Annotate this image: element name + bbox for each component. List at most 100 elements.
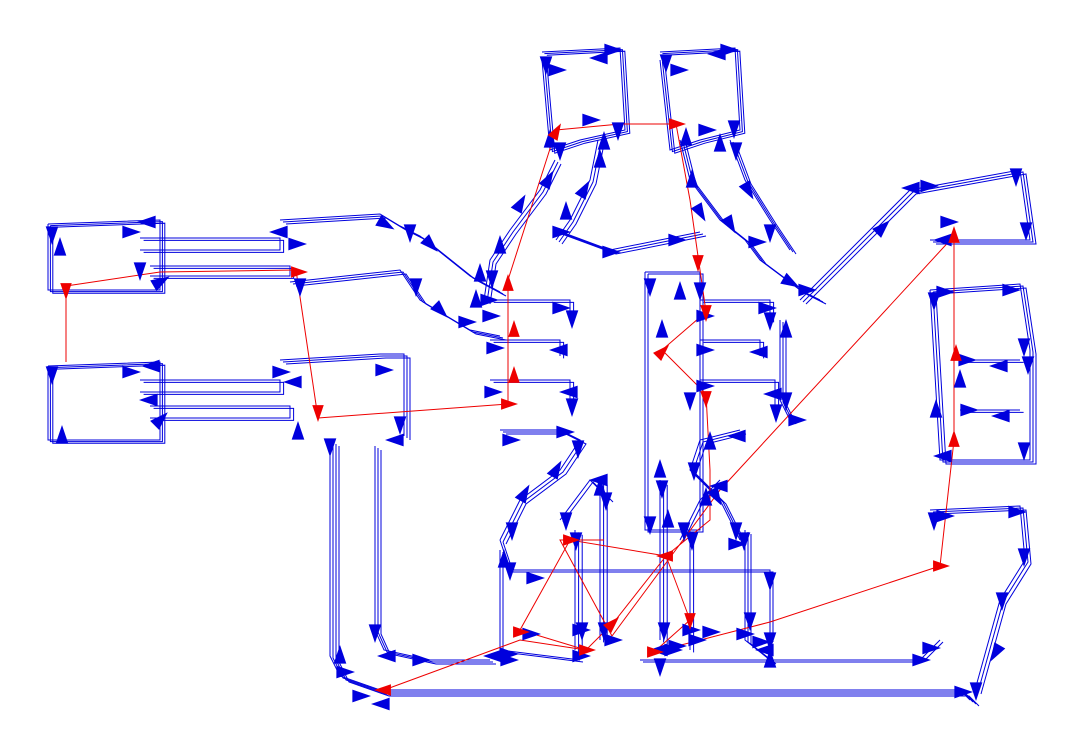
cut-arrow-25 — [291, 421, 305, 440]
cut-arrow-24 — [283, 375, 302, 389]
cut-arrow-140 — [706, 486, 722, 506]
cut-arrow-33 — [371, 697, 390, 711]
cut-arrow-144 — [526, 571, 545, 585]
cut-path-5-0 — [47, 361, 161, 441]
cut-path-30-0 — [779, 320, 791, 421]
travel-path-layer — [65, 123, 955, 691]
cut-path-18-0 — [644, 271, 701, 531]
cut-arrow-145 — [763, 572, 777, 591]
travel-arrow-0 — [60, 283, 72, 300]
cut-arrow-117 — [484, 385, 503, 399]
travel-path-3 — [317, 403, 509, 419]
cut-arrow-113 — [552, 301, 571, 315]
cut-arrow-71 — [729, 142, 743, 161]
cut-path-4-2 — [295, 273, 507, 341]
travel-path-12 — [653, 565, 941, 653]
cut-arrow-12 — [409, 278, 423, 297]
cut-arrow-37 — [483, 649, 502, 663]
cut-arrow-16 — [469, 289, 483, 308]
cut-arrow-109 — [990, 642, 1006, 662]
cut-arrow-173 — [649, 643, 668, 657]
cut-path-31-1 — [502, 431, 584, 543]
cut-path-20-2 — [935, 287, 1037, 465]
cut-arrow-134 — [546, 460, 562, 480]
cut-arrow-178 — [736, 627, 755, 641]
cut-path-17-2 — [561, 233, 707, 255]
cut-arrow-50 — [510, 194, 526, 214]
cut-arrow-98 — [929, 399, 943, 418]
cut-arrow-127 — [769, 404, 783, 423]
cut-arrow-29 — [323, 438, 337, 457]
cut-arrow-34 — [368, 624, 382, 643]
cut-arrow-36 — [412, 653, 431, 667]
cut-arrow-4 — [150, 276, 170, 292]
cut-arrow-45 — [597, 131, 611, 150]
cut-arrow-5 — [133, 262, 147, 281]
cut-arrow-87 — [1009, 168, 1023, 187]
cut-path-5-2 — [52, 364, 166, 444]
travel-arrow-24 — [513, 626, 530, 638]
cut-path-15-2 — [685, 143, 827, 305]
cut-path-10-2 — [380, 450, 496, 665]
cut-arrow-160 — [657, 622, 671, 641]
cut-path-31-0 — [499, 429, 581, 541]
cut-arrow-135 — [514, 484, 530, 504]
cut-path-40-1 — [643, 641, 944, 663]
travel-path-1 — [65, 269, 297, 287]
travel-arrow-23 — [374, 684, 391, 696]
cut-path-0-0 — [47, 219, 161, 291]
cut-arrow-48 — [553, 142, 567, 161]
cut-arrow-180 — [922, 641, 941, 655]
cut-arrow-2 — [122, 225, 141, 239]
travel-arrow-16 — [603, 616, 620, 633]
cut-path-4-1 — [292, 271, 504, 339]
cut-arrow-159 — [661, 509, 675, 528]
cut-arrow-62 — [713, 133, 727, 152]
cut-path-9-3 — [338, 446, 980, 707]
travel-arrow-3 — [501, 398, 518, 410]
cut-arrow-97 — [933, 449, 952, 463]
cut-path-10-0 — [374, 446, 490, 661]
cut-arrow-3 — [137, 215, 156, 229]
cut-arrow-152 — [569, 532, 583, 551]
cut-arrow-28 — [385, 433, 404, 447]
cut-arrow-32 — [352, 689, 371, 703]
cut-arrow-139 — [687, 462, 701, 481]
cut-path-17-1 — [558, 231, 704, 253]
cut-path-20-1 — [932, 285, 1034, 463]
cut-arrow-7 — [288, 237, 307, 251]
cut-arrow-22 — [139, 393, 158, 407]
cut-path-16-1 — [732, 141, 794, 253]
cut-arrow-171 — [699, 487, 713, 506]
cut-path-5-1 — [49, 363, 163, 443]
travel-arrow-18 — [647, 646, 664, 658]
cut-arrow-66 — [690, 202, 706, 222]
cut-path-2-0 — [150, 265, 291, 277]
cut-arrow-79 — [673, 281, 687, 300]
travel-arrow-9 — [692, 255, 704, 272]
cut-arrow-176 — [682, 623, 701, 637]
cut-path-29-1 — [703, 381, 780, 413]
cut-arrow-165 — [743, 612, 757, 631]
travel-path-16 — [383, 639, 587, 691]
cut-arrow-93 — [1002, 283, 1021, 297]
cut-arrow-89 — [933, 233, 952, 247]
cut-arrow-86 — [920, 179, 939, 193]
cut-arrow-164 — [737, 532, 751, 551]
cut-arrow-172 — [677, 522, 691, 541]
travel-arrow-2 — [312, 405, 324, 422]
cut-arrow-141 — [729, 522, 743, 541]
cut-arrow-65 — [685, 169, 699, 188]
cut-path-33-0 — [499, 539, 771, 640]
cut-arrow-157 — [604, 633, 623, 647]
cut-arrow-20 — [141, 359, 160, 373]
cut-path-20-0 — [929, 283, 1031, 461]
cut-path-18-1 — [647, 273, 704, 533]
travel-path-14 — [611, 235, 955, 637]
cut-arrow-137 — [727, 429, 746, 443]
travel-arrow-10 — [700, 305, 712, 322]
travel-arrow-8 — [669, 118, 686, 130]
cut-arrow-125 — [696, 379, 715, 393]
cut-path-13-0 — [555, 139, 599, 241]
